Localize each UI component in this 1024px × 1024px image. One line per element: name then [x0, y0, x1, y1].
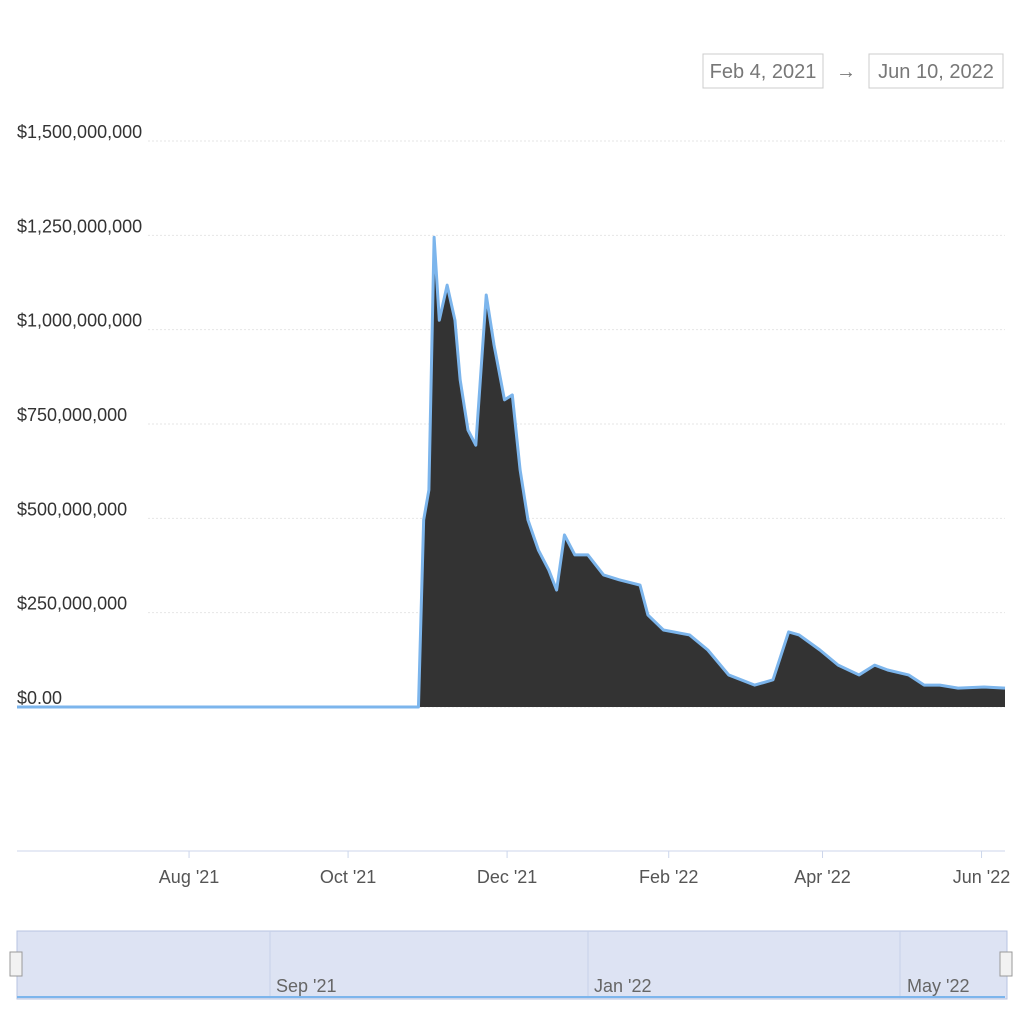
navigator-handle[interactable]: [999, 951, 1013, 977]
range-end[interactable]: Jun 10, 2022: [878, 61, 994, 83]
navigator-handle[interactable]: [9, 951, 23, 977]
x-tick-label: Feb '22: [639, 867, 698, 887]
x-tick-label: Oct '21: [320, 867, 376, 887]
range-start[interactable]: Feb 4, 2021: [710, 61, 817, 83]
x-tick-label: Apr '22: [794, 867, 850, 887]
y-tick-label: $1,000,000,000: [17, 311, 142, 331]
range-separator: →: [836, 61, 856, 83]
navigator-label: May '22: [907, 976, 969, 996]
x-tick-label: Dec '21: [477, 867, 537, 887]
y-tick-label: $1,250,000,000: [17, 216, 142, 236]
navigator-label: Jan '22: [594, 976, 651, 996]
navigator-label: Sep '21: [276, 976, 337, 996]
y-tick-label: $500,000,000: [17, 499, 127, 519]
area-fill: [17, 237, 1005, 707]
y-tick-label: $750,000,000: [17, 405, 127, 425]
x-tick-label: Jun '22: [953, 867, 1010, 887]
area-line: [17, 235, 1006, 709]
range-start-box[interactable]: [702, 53, 824, 89]
navigator[interactable]: [16, 930, 1008, 1000]
y-tick-label: $250,000,000: [17, 594, 127, 614]
range-end-box[interactable]: [868, 53, 1004, 89]
y-tick-label: $0.00: [17, 688, 62, 708]
y-tick-label: $1,500,000,000: [17, 122, 142, 142]
x-tick-label: Aug '21: [159, 867, 220, 887]
